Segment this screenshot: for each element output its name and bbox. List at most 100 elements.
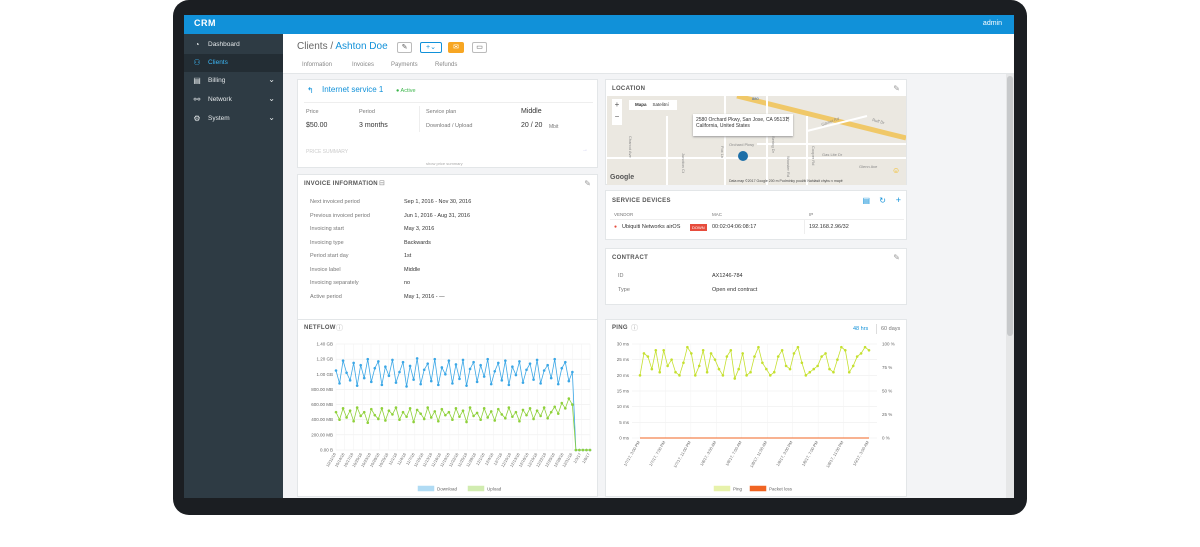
data-point xyxy=(338,418,341,422)
data-point xyxy=(493,369,497,373)
x-tick-label: 1/8/17, 7:00 AM xyxy=(724,440,742,467)
map-pin-icon[interactable] xyxy=(738,151,748,161)
x-tick-label: 11/1/16 xyxy=(387,451,398,465)
sidebar-item-clients[interactable]: ⚇ Clients xyxy=(184,54,283,72)
y-tick-label: 400.00 MB xyxy=(311,417,333,422)
mail-button[interactable]: ✉ xyxy=(448,42,464,53)
edit-button[interactable]: ✎ xyxy=(397,42,412,53)
archive-button[interactable]: ▭ xyxy=(472,42,487,53)
legend-label[interactable]: Ping xyxy=(733,487,743,492)
data-point xyxy=(444,413,447,417)
breadcrumb-section[interactable]: Clients xyxy=(297,41,328,52)
tab-refunds[interactable]: Refunds xyxy=(435,62,458,68)
range-60days-button[interactable]: 60 days xyxy=(881,326,901,332)
data-point xyxy=(348,409,352,412)
data-point xyxy=(352,419,355,423)
street-label: Bering Dr xyxy=(771,136,776,154)
scrollbar[interactable] xyxy=(1006,74,1014,498)
dashboard-icon: ◔ xyxy=(194,40,200,49)
tab-invoices[interactable]: Invoices xyxy=(352,62,375,68)
data-point xyxy=(650,367,654,371)
x-tick-label: 1/8/17, 11:00 PM xyxy=(825,440,844,469)
scrollbar-thumb[interactable] xyxy=(1007,76,1013,336)
map-terms-link[interactable]: Podmínky použití xyxy=(779,179,807,183)
sidebar-item-dashboard[interactable]: ◔ Dashboard xyxy=(184,36,283,54)
top-bar: CRM admin xyxy=(184,15,1014,34)
data-point xyxy=(690,352,693,355)
service-card: ↰ Internet service 1 ● Active Price $50.… xyxy=(297,79,598,168)
street-label: Ruff Dr xyxy=(872,117,886,125)
price-value: $50.00 xyxy=(306,122,328,129)
user-menu[interactable]: admin xyxy=(982,20,1002,27)
pencil-icon[interactable]: ✎ xyxy=(893,84,900,93)
x-tick-label: 1/7/17, 7:00 PM xyxy=(648,440,666,467)
location-card: LOCATION ✎ Junction Ct Fox Ln Orchard Pk… xyxy=(605,79,907,185)
help-icon[interactable]: ⓘ xyxy=(336,325,343,332)
street-label: Orchard Pkwy xyxy=(729,142,754,147)
y-tick-label: 15 ms xyxy=(617,389,630,394)
sidebar-item-system[interactable]: ⚙ System ⌄ xyxy=(184,110,283,128)
pencil-icon[interactable]: ✎ xyxy=(584,179,591,188)
legend-label[interactable]: Download xyxy=(437,487,458,492)
data-point xyxy=(564,407,567,410)
data-point xyxy=(482,375,486,378)
data-point xyxy=(546,416,549,420)
network-icon: ⚯ xyxy=(193,95,201,104)
data-point xyxy=(525,413,528,417)
data-point xyxy=(408,364,412,368)
x-tick-label: 1/7/17, 3:00 PM xyxy=(622,440,640,467)
y-tick-label: 800.00 MB xyxy=(311,387,333,392)
x-tick-label: 1/9/17, 3:00 AM xyxy=(852,440,870,467)
invoice-row-label: Active period xyxy=(310,293,342,300)
map[interactable]: Junction Ct Fox Ln Orchard Pkwy Gas Lite… xyxy=(607,96,906,185)
table-row[interactable]: ● Ubiquiti Networks airOS DOWN 00:02:04:… xyxy=(610,219,904,235)
price-summary-label[interactable]: PRICE SUMMARY xyxy=(306,149,349,155)
tab-payments[interactable]: Payments xyxy=(391,62,418,68)
zoom-controls: + − xyxy=(612,99,622,125)
download-upload-label: Download / Upload xyxy=(426,123,473,129)
legend-label[interactable]: Packet loss xyxy=(769,487,793,492)
sidebar-item-network[interactable]: ⚯ Network ⌄ xyxy=(184,91,283,109)
map-tab[interactable]: Mapa xyxy=(635,102,647,107)
device-vendor[interactable]: Ubiquiti Networks airOS xyxy=(622,224,681,230)
zoom-in-button[interactable]: + xyxy=(614,100,620,109)
refresh-icon[interactable]: ↻ xyxy=(879,196,886,205)
add-device-button[interactable]: + xyxy=(895,195,901,205)
legend-label[interactable]: Upload xyxy=(487,487,502,492)
data-point xyxy=(867,348,871,352)
y-tick-label: 1.20 GB xyxy=(316,357,333,362)
plan-value: Middle xyxy=(521,108,542,115)
close-icon[interactable]: ✕ xyxy=(785,116,790,122)
data-point xyxy=(525,368,528,372)
y-tick-label: 200.00 MB xyxy=(311,432,333,437)
back-arrow-icon[interactable]: ↰ xyxy=(307,86,314,95)
data-point xyxy=(855,355,859,358)
app-logo[interactable]: CRM xyxy=(194,18,216,28)
add-button[interactable]: +⌄ xyxy=(420,42,442,53)
status-badge: DOWN xyxy=(690,224,707,231)
service-name[interactable]: Internet service 1 xyxy=(322,85,384,94)
data-point xyxy=(549,376,553,380)
pegman-icon[interactable]: ☺ xyxy=(892,166,900,175)
x-tick-label: 1/8/17, 7:00 PM xyxy=(801,440,819,467)
invoice-settings-icon[interactable]: ⊟ xyxy=(379,180,385,187)
range-48hrs-button[interactable]: 48 hrs xyxy=(853,326,869,332)
sidebar-item-billing[interactable]: ▤ Billing ⌄ xyxy=(184,72,283,90)
data-point xyxy=(721,374,725,377)
chevron-down-icon: ⌄ xyxy=(268,113,275,122)
y-tick-label: 20 ms xyxy=(617,373,630,378)
data-point xyxy=(377,417,380,421)
satellite-tab[interactable]: Satelitní xyxy=(652,102,669,107)
invoice-row-value: Sep 1, 2016 - Nov 30, 2016 xyxy=(404,199,472,205)
map-report-link[interactable]: Nahlásit chybu v mapě xyxy=(807,179,843,183)
pencil-icon[interactable]: ✎ xyxy=(893,253,900,262)
zoom-out-button[interactable]: − xyxy=(614,112,620,121)
arrow-right-icon[interactable]: → xyxy=(582,147,588,153)
tab-information[interactable]: Information xyxy=(302,62,333,68)
list-icon[interactable]: ▤ xyxy=(862,196,870,205)
data-point xyxy=(458,377,461,381)
help-icon[interactable]: ⓘ xyxy=(631,325,638,332)
data-point xyxy=(741,352,744,355)
show-price-summary-link[interactable]: show price summary xyxy=(426,161,463,166)
x-tick-label: 12/7/16 xyxy=(492,451,503,466)
